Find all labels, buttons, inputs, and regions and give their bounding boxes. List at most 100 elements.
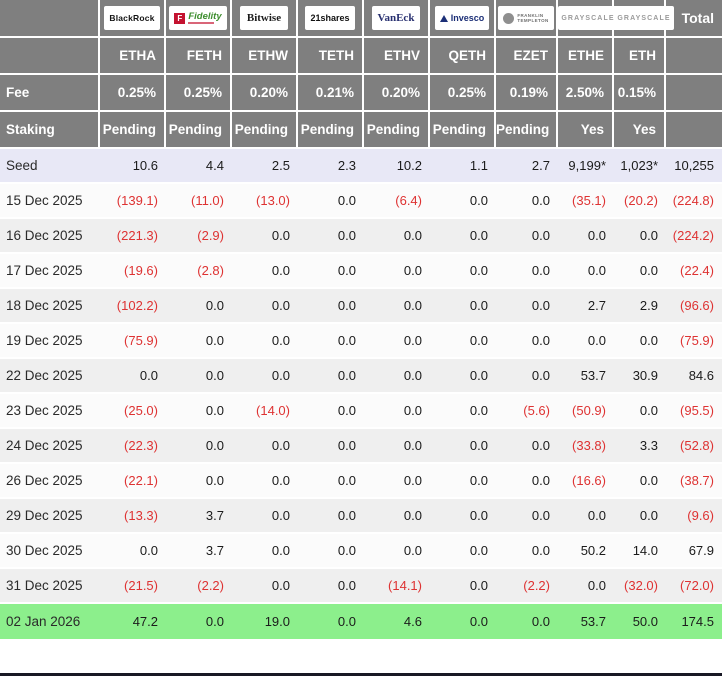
flow-value-cell: (2.9): [166, 219, 232, 254]
flow-value-cell: 0.0: [298, 184, 364, 219]
flow-value-cell: 3.7: [166, 499, 232, 534]
flow-value-cell: 0.0: [232, 569, 298, 604]
flow-value-cell: 0.0: [232, 324, 298, 359]
flow-value-cell: 2.5: [232, 149, 298, 184]
bitwise-logo-text: Bitwise: [246, 12, 282, 24]
flow-value-cell: 67.9: [666, 534, 722, 569]
row-label: 15 Dec 2025: [0, 184, 100, 219]
flow-value-cell: (72.0): [666, 569, 722, 604]
flow-value-cell: (2.8): [166, 254, 232, 289]
grayscale-logo-text: GRAYSCALE: [617, 14, 671, 22]
flow-value-cell: 0.0: [614, 254, 666, 289]
flow-value-cell: 0.0: [166, 324, 232, 359]
flow-value-cell: (11.0): [166, 184, 232, 219]
flow-value-cell: 0.0: [614, 394, 666, 429]
flow-value-cell: 0.0: [298, 569, 364, 604]
flow-value-cell: (14.1): [364, 569, 430, 604]
flow-value-cell: (50.9): [558, 394, 614, 429]
flow-value-cell: 0.0: [364, 289, 430, 324]
flow-value-cell: 3.3: [614, 429, 666, 464]
flow-value-cell: 0.0: [232, 464, 298, 499]
logo-header-row: BlackRock F Fidelity Bitwise 21shares VanEck I…: [0, 0, 722, 38]
staking-cell: Yes: [558, 112, 614, 149]
flow-value-cell: 0.0: [496, 464, 558, 499]
21shares-logo-text: 21shares: [310, 13, 350, 23]
flow-row: 30 Dec 2025 0.0 3.7 0.0 0.0 0.0 0.0 0.0 50.2 14.0…: [0, 534, 722, 569]
flow-row: 17 Dec 2025 (19.6) (2.8) 0.0 0.0 0.0 0.0 0.0 0.0…: [0, 254, 722, 289]
flow-value-cell: (21.5): [100, 569, 166, 604]
flow-value-cell: 0.0: [614, 499, 666, 534]
flow-value-cell: 0.0: [614, 464, 666, 499]
flow-value-cell: 0.0: [430, 534, 496, 569]
flow-row: 26 Dec 2025 (22.1) 0.0 0.0 0.0 0.0 0.0 0.0 (16.6…: [0, 464, 722, 499]
invesco-logo-text: Invesco: [450, 13, 485, 23]
flow-value-cell: 0.0: [496, 499, 558, 534]
flow-value-cell: 0.0: [298, 464, 364, 499]
ticker-cell: QETH: [430, 38, 496, 75]
staking-cell: Pending: [166, 112, 232, 149]
flow-value-cell: 0.0: [166, 359, 232, 394]
flow-value-cell: 0.0: [232, 254, 298, 289]
flow-value-cell: 0.0: [364, 254, 430, 289]
flow-value-cell: (75.9): [100, 324, 166, 359]
flow-value-cell: 0.0: [232, 534, 298, 569]
fee-cell: 0.25%: [430, 75, 496, 112]
franklin-logo: FRANKLIN TEMPLETON: [498, 6, 554, 30]
flow-value-cell: 0.0: [496, 534, 558, 569]
flow-value-cell: 0.0: [558, 254, 614, 289]
vaneck-logo-text: VanEck: [377, 12, 415, 24]
row-label: Seed: [0, 149, 100, 184]
flow-value-cell: 0.0: [496, 324, 558, 359]
flow-value-cell: 0.0: [298, 289, 364, 324]
row-label: 26 Dec 2025: [0, 464, 100, 499]
row-label: 30 Dec 2025: [0, 534, 100, 569]
flow-value-cell: 0.0: [496, 604, 558, 639]
row-label: 17 Dec 2025: [0, 254, 100, 289]
row-label: 23 Dec 2025: [0, 394, 100, 429]
flow-value-cell: 0.0: [614, 324, 666, 359]
flow-value-cell: 0.0: [614, 219, 666, 254]
flow-value-cell: 10,255: [666, 149, 722, 184]
fidelity-wordmark: Fidelity: [188, 12, 222, 25]
provider-logo-cell: BlackRock: [100, 0, 166, 38]
provider-logo-cell: Bitwise: [232, 0, 298, 38]
fidelity-underline-bar: [188, 22, 215, 25]
flow-value-cell: 0.0: [558, 324, 614, 359]
flow-value-cell: 0.0: [166, 289, 232, 324]
flow-value-cell: (33.8): [558, 429, 614, 464]
flow-value-cell: (38.7): [666, 464, 722, 499]
flow-value-cell: 0.0: [298, 429, 364, 464]
flow-value-cell: 53.7: [558, 604, 614, 639]
fee-total-blank: [666, 75, 722, 112]
provider-logo-cell: F Fidelity: [166, 0, 232, 38]
flow-value-cell: 0.0: [496, 429, 558, 464]
flow-value-cell: (9.6): [666, 499, 722, 534]
grayscale-logo-text: GRAYSCALE: [561, 14, 615, 22]
flow-value-cell: 0.0: [430, 464, 496, 499]
staking-cell: Yes: [614, 112, 666, 149]
flow-value-cell: 10.2: [364, 149, 430, 184]
flow-value-cell: 2.3: [298, 149, 364, 184]
franklin-logo-text: FRANKLIN TEMPLETON: [517, 13, 548, 24]
flow-value-cell: (102.2): [100, 289, 166, 324]
fee-cell: 0.19%: [496, 75, 558, 112]
flow-value-cell: (19.6): [100, 254, 166, 289]
flow-value-cell: 1,023*: [614, 149, 666, 184]
flow-value-cell: 9,199*: [558, 149, 614, 184]
flow-value-cell: 0.0: [232, 429, 298, 464]
flow-value-cell: 0.0: [232, 219, 298, 254]
corner-cell: [0, 0, 100, 38]
staking-cell: Pending: [232, 112, 298, 149]
flow-value-cell: (14.0): [232, 394, 298, 429]
flow-value-cell: 0.0: [298, 219, 364, 254]
flow-value-cell: 174.5: [666, 604, 722, 639]
ticker-cell: EZET: [496, 38, 558, 75]
flow-value-cell: (25.0): [100, 394, 166, 429]
flow-value-cell: (13.0): [232, 184, 298, 219]
flow-value-cell: 47.2: [100, 604, 166, 639]
staking-cell: Pending: [430, 112, 496, 149]
fee-cell: 0.20%: [364, 75, 430, 112]
blackrock-logo-text: BlackRock: [109, 13, 155, 23]
total-header: Total: [666, 0, 722, 38]
